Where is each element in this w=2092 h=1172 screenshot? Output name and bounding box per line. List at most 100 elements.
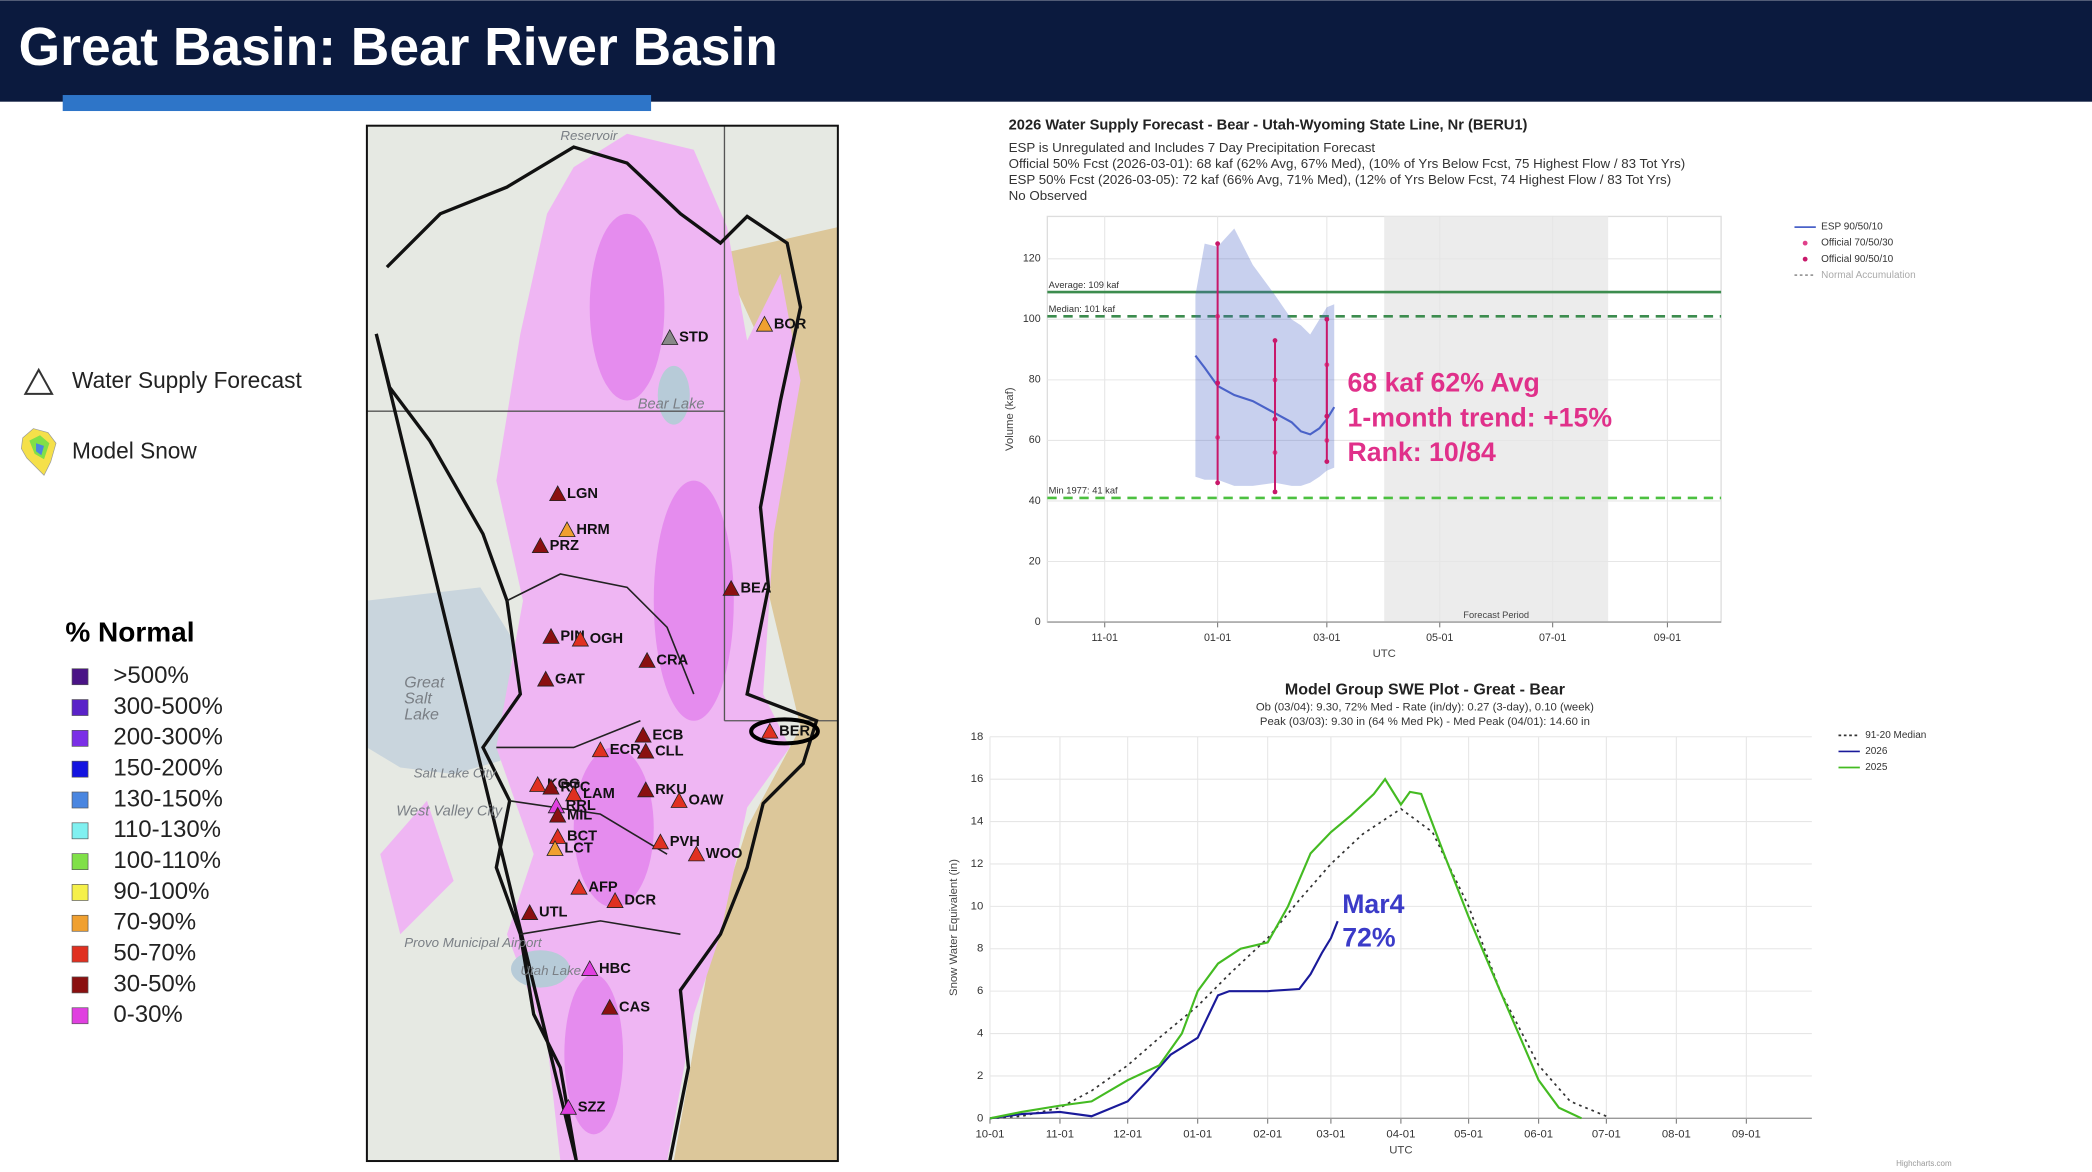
- x-tick-label: 12-01: [1113, 1128, 1142, 1140]
- legend-swatch: [71, 945, 89, 963]
- legend-text: 150-200%: [113, 755, 222, 782]
- x-tick-label: 08-01: [1662, 1128, 1691, 1140]
- place-label: Reservoir: [560, 128, 618, 143]
- legend-swatch: [71, 730, 89, 747]
- reference-label: Average: 109 kaf: [1049, 280, 1120, 290]
- chart-subtitle: No Observed: [1009, 188, 1088, 203]
- station-label: RKU: [655, 782, 687, 798]
- place-label: Salt: [404, 691, 432, 708]
- forecast-point: [1215, 480, 1221, 486]
- station-label: SZZ: [578, 1100, 606, 1116]
- forecast-point: [1272, 416, 1278, 422]
- legend-text: 100-110%: [113, 847, 221, 874]
- legend-text: 110-130%: [113, 816, 221, 843]
- legend-swatch: [71, 760, 89, 778]
- y-tick-label: 16: [971, 773, 984, 785]
- station-label: RTC: [560, 779, 591, 795]
- snow-icon-shape: [36, 443, 45, 456]
- station-marker: [687, 845, 706, 862]
- station-label: HBC: [599, 961, 631, 977]
- place-label: Salt Lake City: [414, 766, 498, 781]
- station-marker: [537, 670, 555, 687]
- station-label: LAM: [583, 786, 615, 802]
- y-tick-label: 18: [971, 731, 984, 743]
- x-tick-label: 07-01: [1592, 1128, 1621, 1140]
- annotation: 1-month trend: +15%: [1348, 402, 1613, 432]
- forecast-band: [1195, 228, 1335, 486]
- station-marker: [755, 315, 774, 332]
- station-marker: [542, 778, 560, 795]
- forecast-shade: [1384, 216, 1609, 623]
- x-tick-label: 04-01: [1386, 1128, 1415, 1140]
- map-frame: [365, 124, 839, 1163]
- series-line: [989, 920, 1339, 1120]
- x-tick-label: 09-01: [1654, 632, 1681, 644]
- x-tick-label: 06-01: [1524, 1128, 1553, 1140]
- chart-title: 2026 Water Supply Forecast - Bear - Utah…: [1009, 118, 1528, 134]
- station-marker: [637, 742, 655, 759]
- legend-marker: [1802, 240, 1808, 246]
- station-marker: [571, 630, 590, 647]
- x-tick-label: 02-01: [1253, 1128, 1282, 1140]
- x-tick-label: 03-01: [1313, 632, 1340, 644]
- y-tick-label: 4: [977, 1028, 983, 1040]
- station-label: BOR: [774, 316, 807, 332]
- legend-text: 300-500%: [113, 693, 222, 720]
- station-label: BCT: [567, 829, 597, 845]
- legend-swatch: [71, 884, 89, 901]
- header-bar: [0, 0, 2092, 102]
- legend-swatch: [71, 699, 89, 716]
- y-tick-label: 100: [1023, 313, 1041, 325]
- station-label: UTL: [539, 905, 568, 921]
- chart-subtitle: Peak (03/03): 9.30 in (64 % Med Pk) - Me…: [1260, 716, 1590, 728]
- station-label: OGH: [590, 631, 623, 647]
- station-marker: [591, 741, 610, 758]
- legend-text: Official 70/50/30: [1821, 238, 1894, 249]
- station-marker: [558, 521, 576, 538]
- station-label: CAS: [619, 999, 650, 1015]
- chart-title: Model Group SWE Plot - Great - Bear: [1285, 681, 1565, 698]
- station-label: WOO: [706, 846, 743, 862]
- station-label: HRM: [576, 522, 609, 538]
- station-label: STD: [679, 330, 708, 346]
- y-tick-label: 60: [1029, 434, 1041, 446]
- legend-swatch: [71, 1007, 89, 1025]
- legend-marker: [1802, 256, 1808, 262]
- y-tick-label: 20: [1029, 555, 1041, 567]
- station-marker: [549, 827, 567, 844]
- station-marker: [528, 775, 547, 792]
- y-tick-label: 80: [1029, 374, 1041, 386]
- x-tick-label: 03-01: [1316, 1128, 1345, 1140]
- legend-text: Model Snow: [72, 438, 197, 464]
- station-marker: [549, 806, 567, 823]
- station-marker: [549, 485, 567, 502]
- legend-text: 90-100%: [113, 878, 209, 905]
- station-marker: [542, 627, 560, 644]
- chart-subtitle: ESP 50% Fcst (2026-03-05): 72 kaf (66% A…: [1009, 172, 1672, 187]
- series-line: [989, 807, 1607, 1120]
- station-label: ECR: [610, 742, 641, 758]
- station-marker: [559, 1098, 578, 1115]
- legend-text: Water Supply Forecast: [72, 367, 302, 393]
- x-axis-label: UTC: [1389, 1144, 1412, 1156]
- header-accent: [62, 95, 652, 112]
- legend-text: 91-20 Median: [1865, 730, 1926, 741]
- forecast-point: [1272, 489, 1278, 495]
- x-tick-label: 05-01: [1454, 1128, 1483, 1140]
- chart-subtitle: ESP is Unregulated and Includes 7 Day Pr…: [1009, 140, 1376, 155]
- legend-swatch: [71, 822, 89, 840]
- snow-area: [573, 747, 654, 908]
- station-marker: [634, 726, 652, 743]
- forecast-point: [1272, 338, 1278, 343]
- station-marker: [761, 722, 779, 739]
- normal-legend-title: % Normal: [65, 616, 194, 647]
- x-tick-label: 11-01: [1091, 632, 1118, 644]
- place-label: Lake: [404, 707, 439, 724]
- station-marker: [637, 781, 655, 798]
- station-marker: [722, 579, 740, 596]
- annotation: Rank: 10/84: [1348, 437, 1496, 467]
- y-tick-label: 8: [977, 943, 983, 955]
- station-label: GAT: [555, 671, 585, 687]
- station-label: BER: [779, 723, 810, 739]
